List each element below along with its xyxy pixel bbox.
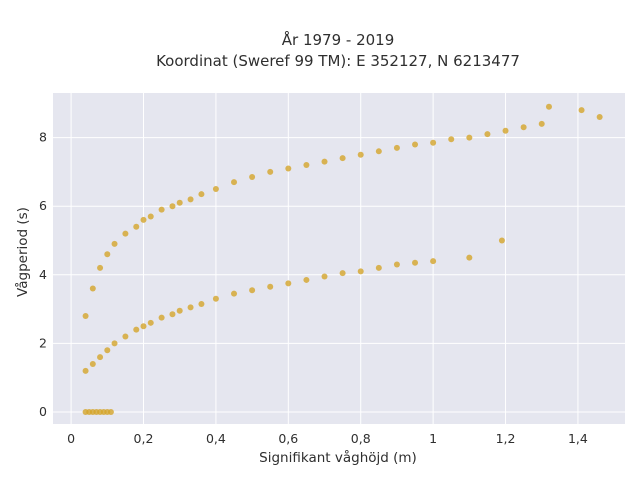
x-tick-label: 0,8	[351, 431, 371, 446]
scatter-point	[89, 360, 96, 367]
scatter-point	[596, 114, 603, 121]
scatter-point	[198, 191, 205, 198]
scatter-point	[169, 203, 176, 210]
scatter-point	[484, 131, 491, 138]
scatter-point	[339, 270, 346, 277]
scatter-point	[212, 186, 219, 193]
scatter-point	[89, 285, 96, 292]
scatter-point	[187, 304, 194, 311]
scatter-point	[545, 103, 552, 110]
scatter-point	[107, 408, 114, 415]
plot-area	[53, 93, 625, 424]
scatter-point	[375, 148, 382, 155]
x-tick-label: 0,6	[278, 431, 298, 446]
scatter-point	[498, 237, 505, 244]
scatter-point	[111, 340, 118, 347]
scatter-point	[97, 264, 104, 271]
scatter-point	[321, 273, 328, 280]
scatter-point	[231, 290, 238, 297]
chart-title-line-1: År 1979 - 2019	[282, 30, 395, 49]
scatter-point	[82, 367, 89, 374]
y-tick-label: 6	[39, 198, 47, 213]
scatter-point	[412, 141, 419, 148]
scatter-point	[104, 251, 111, 258]
scatter-series-2	[82, 237, 505, 374]
x-tick-label: 1,4	[568, 431, 588, 446]
scatter-point	[176, 199, 183, 206]
scatter-point	[267, 283, 274, 290]
scatter-series-3	[82, 408, 114, 415]
chart-title-line-2: Koordinat (Sweref 99 TM): E 352127, N 62…	[156, 52, 520, 70]
scatter-point	[147, 319, 154, 326]
y-axis-label: Vågperiod (s)	[14, 207, 31, 297]
x-tick-label: 0,2	[134, 431, 154, 446]
scatter-point	[133, 326, 140, 333]
scatter-point	[122, 230, 129, 237]
scatter-point	[357, 151, 364, 158]
x-tick-label: 0,4	[206, 431, 226, 446]
scatter-point	[448, 136, 455, 143]
scatter-point	[212, 295, 219, 302]
x-tick-label: 1,2	[496, 431, 516, 446]
x-axis-label: Signifikant våghöjd (m)	[259, 449, 417, 466]
scatter-point	[285, 280, 292, 287]
y-tick-label: 0	[39, 404, 47, 419]
scatter-series-1	[82, 103, 603, 319]
scatter-point	[140, 323, 147, 330]
scatter-point	[133, 223, 140, 230]
scatter-point	[578, 107, 585, 114]
x-axis-ticks: 0 0,2 0,4 0,6 0,8 1 1,2 1,4	[67, 431, 588, 446]
scatter-point	[104, 347, 111, 354]
scatter-point	[97, 354, 104, 361]
scatter-point	[430, 258, 437, 265]
scatter-point	[393, 261, 400, 268]
scatter-point	[321, 158, 328, 165]
scatter-point	[176, 307, 183, 314]
scatter-point	[249, 174, 256, 181]
scatter-point	[267, 168, 274, 175]
scatter-point	[158, 206, 165, 213]
scatter-point	[169, 311, 176, 318]
scatter-point	[466, 134, 473, 141]
x-tick-label: 1	[429, 431, 437, 446]
scatter-point	[111, 240, 118, 247]
scatter-point	[375, 264, 382, 271]
scatter-point	[285, 165, 292, 172]
scatter-point	[147, 213, 154, 220]
y-tick-label: 2	[39, 335, 47, 350]
scatter-point	[430, 139, 437, 146]
scatter-point	[393, 144, 400, 151]
scatter-point	[198, 300, 205, 307]
scatter-point	[520, 124, 527, 131]
y-tick-label: 4	[39, 267, 47, 282]
scatter-point	[357, 268, 364, 275]
scatter-point	[466, 254, 473, 261]
scatter-point	[231, 179, 238, 186]
scatter-point	[140, 216, 147, 223]
scatter-point	[249, 287, 256, 294]
scatter-point	[158, 314, 165, 321]
scatter-point	[412, 259, 419, 266]
scatter-point	[187, 196, 194, 203]
scatter-point	[303, 162, 310, 169]
y-tick-label: 8	[39, 130, 47, 145]
scatter-point	[502, 127, 509, 134]
x-tick-label: 0	[67, 431, 75, 446]
scatter-point	[82, 312, 89, 319]
data-points	[82, 103, 603, 415]
y-axis-ticks: 0 2 4 6 8	[39, 130, 47, 419]
scatter-point	[538, 120, 545, 127]
scatter-point	[303, 276, 310, 283]
scatter-point	[339, 155, 346, 162]
scatter-point	[122, 333, 129, 340]
